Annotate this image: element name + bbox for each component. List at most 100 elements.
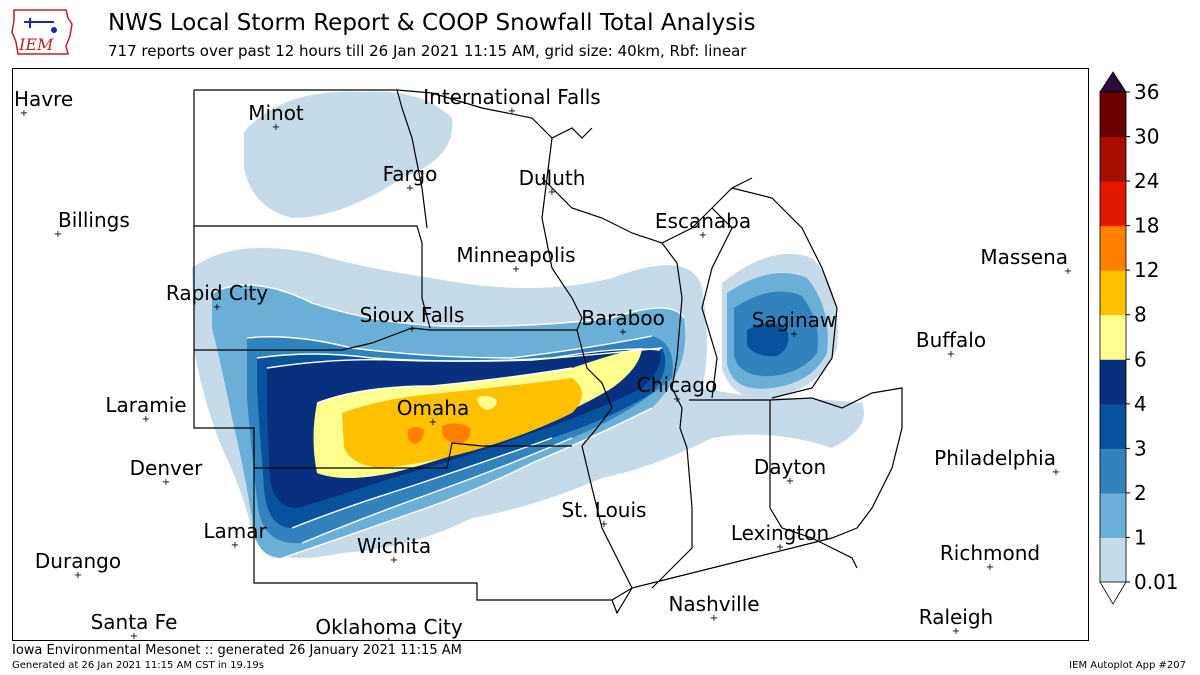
city-raleigh: Raleigh + — [919, 605, 994, 637]
svg-text:+: + — [699, 230, 707, 241]
city-massena: Massena + — [980, 245, 1072, 277]
svg-text:Santa Fe: Santa Fe — [91, 610, 178, 634]
colorbar-band — [1100, 92, 1126, 138]
svg-text:+: + — [385, 636, 393, 641]
svg-text:+: + — [548, 187, 556, 198]
chart-subtitle: 717 reports over past 12 hours till 26 J… — [108, 42, 747, 60]
svg-text:+: + — [162, 477, 170, 488]
city-duluth: Duluth + — [519, 166, 586, 198]
svg-text:Omaha: Omaha — [397, 396, 469, 420]
svg-text:Minot: Minot — [248, 101, 304, 125]
svg-text:+: + — [619, 327, 627, 338]
svg-text:+: + — [429, 417, 437, 428]
colorbar-band — [1100, 225, 1126, 271]
city-chicago: Chicago + — [637, 373, 717, 405]
svg-text:+: + — [130, 631, 138, 641]
city-denver: Denver + — [130, 456, 204, 488]
colorbar-outline — [1099, 91, 1127, 583]
svg-text:+: + — [272, 122, 280, 133]
svg-text:Rapid City: Rapid City — [166, 281, 268, 305]
svg-text:+: + — [231, 540, 239, 551]
city-buffalo: Buffalo + — [916, 328, 986, 360]
svg-text:International Falls: International Falls — [423, 85, 600, 109]
svg-text:Duluth: Duluth — [519, 166, 586, 190]
snowfall-contours — [192, 91, 864, 558]
colorbar-tick-label: 2 — [1134, 481, 1147, 505]
colorbar-tick-label: 18 — [1134, 214, 1159, 238]
city-layer: Havre + Minot + International Falls + Fa… — [14, 85, 1072, 641]
city-minneapolis: Minneapolis + — [456, 243, 575, 275]
svg-text:Nashville: Nashville — [668, 592, 759, 616]
city-nashville: Nashville + — [668, 592, 759, 624]
svg-text:+: + — [408, 324, 416, 335]
chart-title: NWS Local Storm Report & COOP Snowfall T… — [108, 10, 756, 36]
svg-text:+: + — [508, 106, 516, 117]
colorbar-tick-label: 8 — [1134, 303, 1147, 327]
svg-text:+: + — [406, 183, 414, 194]
city-billings: Billings + — [54, 208, 130, 240]
svg-text:+: + — [54, 229, 62, 240]
svg-text:Escanaba: Escanaba — [655, 209, 751, 233]
contour-lines — [211, 284, 685, 559]
svg-text:Dayton: Dayton — [754, 455, 826, 479]
colorbar-tick-label: 24 — [1134, 169, 1159, 193]
colorbar-band — [1100, 181, 1126, 227]
svg-text:Sioux Falls: Sioux Falls — [360, 303, 465, 327]
snowfall-map: Havre + Minot + International Falls + Fa… — [12, 68, 1089, 641]
svg-text:+: + — [986, 562, 994, 573]
svg-text:Oklahoma City: Oklahoma City — [315, 615, 463, 639]
svg-text:Durango: Durango — [35, 549, 121, 573]
svg-text:Raleigh: Raleigh — [919, 605, 994, 629]
svg-text:+: + — [947, 349, 955, 360]
svg-text:Massena: Massena — [980, 245, 1068, 269]
svg-text:Chicago: Chicago — [637, 373, 717, 397]
svg-text:Philadelphia: Philadelphia — [934, 446, 1056, 470]
svg-text:+: + — [1064, 266, 1072, 277]
colorbar-tick-label: 3 — [1134, 436, 1147, 460]
city-omaha: Omaha + — [397, 396, 469, 428]
svg-text:Wichita: Wichita — [357, 534, 431, 558]
city-laramie: Laramie + — [105, 393, 186, 425]
svg-text:+: + — [710, 613, 718, 624]
svg-text:Lamar: Lamar — [203, 519, 267, 543]
svg-text:Buffalo: Buffalo — [916, 328, 986, 352]
svg-text:Baraboo: Baraboo — [581, 306, 665, 330]
svg-text:+: + — [952, 626, 960, 637]
svg-text:Havre: Havre — [14, 87, 73, 111]
iem-logo: IEM — [11, 9, 73, 55]
city-dayton: Dayton + — [754, 455, 826, 487]
svg-text:+: + — [673, 394, 681, 405]
svg-text:+: + — [390, 555, 398, 566]
svg-text:Billings: Billings — [58, 208, 130, 232]
svg-text:+: + — [786, 476, 794, 487]
colorbar-band — [1100, 314, 1126, 360]
colorbar-band — [1100, 537, 1126, 583]
svg-text:+: + — [142, 414, 150, 425]
colorbar-band — [1100, 136, 1126, 182]
city-wichita: Wichita + — [357, 534, 431, 566]
svg-text:+: + — [512, 264, 520, 275]
svg-text:Denver: Denver — [130, 456, 204, 480]
svg-text:+: + — [213, 302, 221, 313]
svg-text:St. Louis: St. Louis — [562, 498, 647, 522]
colorbar-tick-label: 30 — [1134, 125, 1159, 149]
colorbar-band — [1100, 403, 1126, 449]
city-oklahoma-city: Oklahoma City + — [315, 615, 463, 641]
colorbar-tick-label: 4 — [1134, 392, 1147, 416]
city-rapid-city: Rapid City + — [166, 281, 268, 313]
city-havre: Havre + — [14, 87, 73, 119]
state-borders — [193, 89, 903, 615]
city-philadelphia: Philadelphia + — [934, 446, 1060, 478]
svg-text:+: + — [790, 329, 798, 340]
colorbar-tick-label: 1 — [1134, 525, 1147, 549]
svg-text:Fargo: Fargo — [383, 162, 438, 186]
svg-text:Laramie: Laramie — [105, 393, 186, 417]
svg-text:+: + — [1052, 467, 1060, 478]
svg-text:+: + — [20, 108, 28, 119]
svg-text:Richmond: Richmond — [940, 541, 1040, 565]
city-st-louis: St. Louis + — [562, 498, 647, 530]
city-baraboo: Baraboo + — [581, 306, 665, 338]
city-richmond: Richmond + — [940, 541, 1040, 573]
svg-text:Minneapolis: Minneapolis — [456, 243, 575, 267]
footer-generated: Iowa Environmental Mesonet :: generated … — [12, 643, 462, 658]
